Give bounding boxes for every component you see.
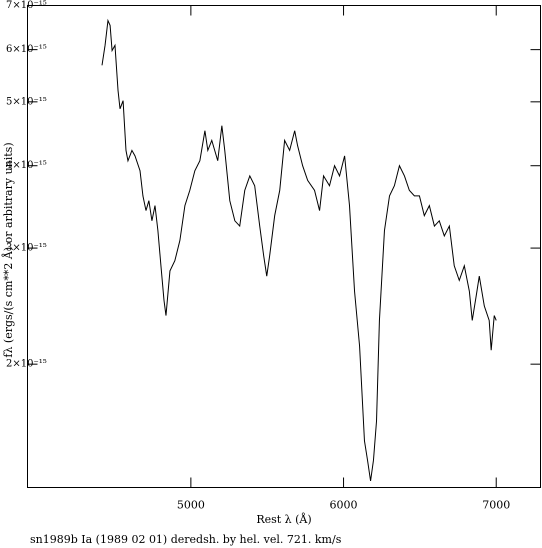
x-tick-label: 6000 <box>330 499 358 512</box>
spectrum-line <box>101 18 497 482</box>
plot-frame <box>27 5 541 488</box>
y-tick-label: 3×10⁻¹⁵ <box>6 243 47 254</box>
y-tick-label: 7×10⁻¹⁵ <box>6 0 47 11</box>
y-axis-title: fλ (ergs/(s cm**2 Å) or arbitrary units) <box>1 142 15 357</box>
caption: sn1989b Ia (1989 02 01) deredsh. by hel.… <box>30 533 342 546</box>
x-tick-label: 5000 <box>177 499 205 512</box>
y-tick-label: 4×10⁻¹⁵ <box>6 160 47 171</box>
y-tick-label: 2×10⁻¹⁵ <box>6 359 47 370</box>
y-tick-label: 6×10⁻¹⁵ <box>6 44 47 55</box>
y-tick-label: 5×10⁻¹⁵ <box>6 96 47 107</box>
x-tick-label: 7000 <box>482 499 510 512</box>
x-axis-title: Rest λ (Å) <box>256 512 311 526</box>
